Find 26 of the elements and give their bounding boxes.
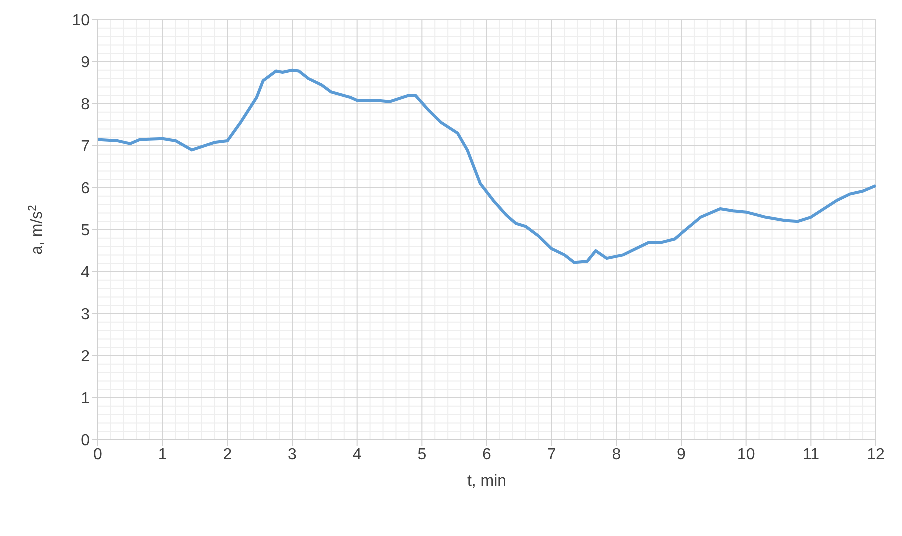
y-tick-label: 0 xyxy=(81,432,90,450)
x-axis-title: t, min xyxy=(467,473,507,490)
line-series xyxy=(98,68,876,264)
x-tick-label: 10 xyxy=(737,446,756,464)
x-tick-label: 5 xyxy=(418,446,427,464)
y-tick-label: 10 xyxy=(72,12,90,30)
y-tick-label: 2 xyxy=(81,348,90,366)
x-tick-label: 3 xyxy=(288,446,298,464)
x-tick-label: 0 xyxy=(94,446,103,464)
y-tick-label: 3 xyxy=(81,306,90,324)
y-tick-label: 9 xyxy=(81,54,90,72)
y-tick-label: 5 xyxy=(81,222,90,240)
x-tick-label: 8 xyxy=(612,446,622,464)
y-tick-label: 1 xyxy=(81,390,90,408)
x-tick-label: 1 xyxy=(158,446,168,464)
x-tick-label: 12 xyxy=(867,446,885,464)
x-tick-label: 2 xyxy=(223,446,232,464)
x-tick-label: 6 xyxy=(482,446,492,464)
x-tick-label: 11 xyxy=(802,446,820,464)
y-tick-label: 6 xyxy=(81,180,90,198)
x-tick-label: 7 xyxy=(547,446,556,464)
y-tick-label: 8 xyxy=(81,96,90,114)
x-tick-label: 9 xyxy=(677,446,686,464)
y-tick-label: 7 xyxy=(81,138,90,156)
y-tick-label: 4 xyxy=(81,264,90,282)
x-tick-label: 4 xyxy=(352,446,362,464)
